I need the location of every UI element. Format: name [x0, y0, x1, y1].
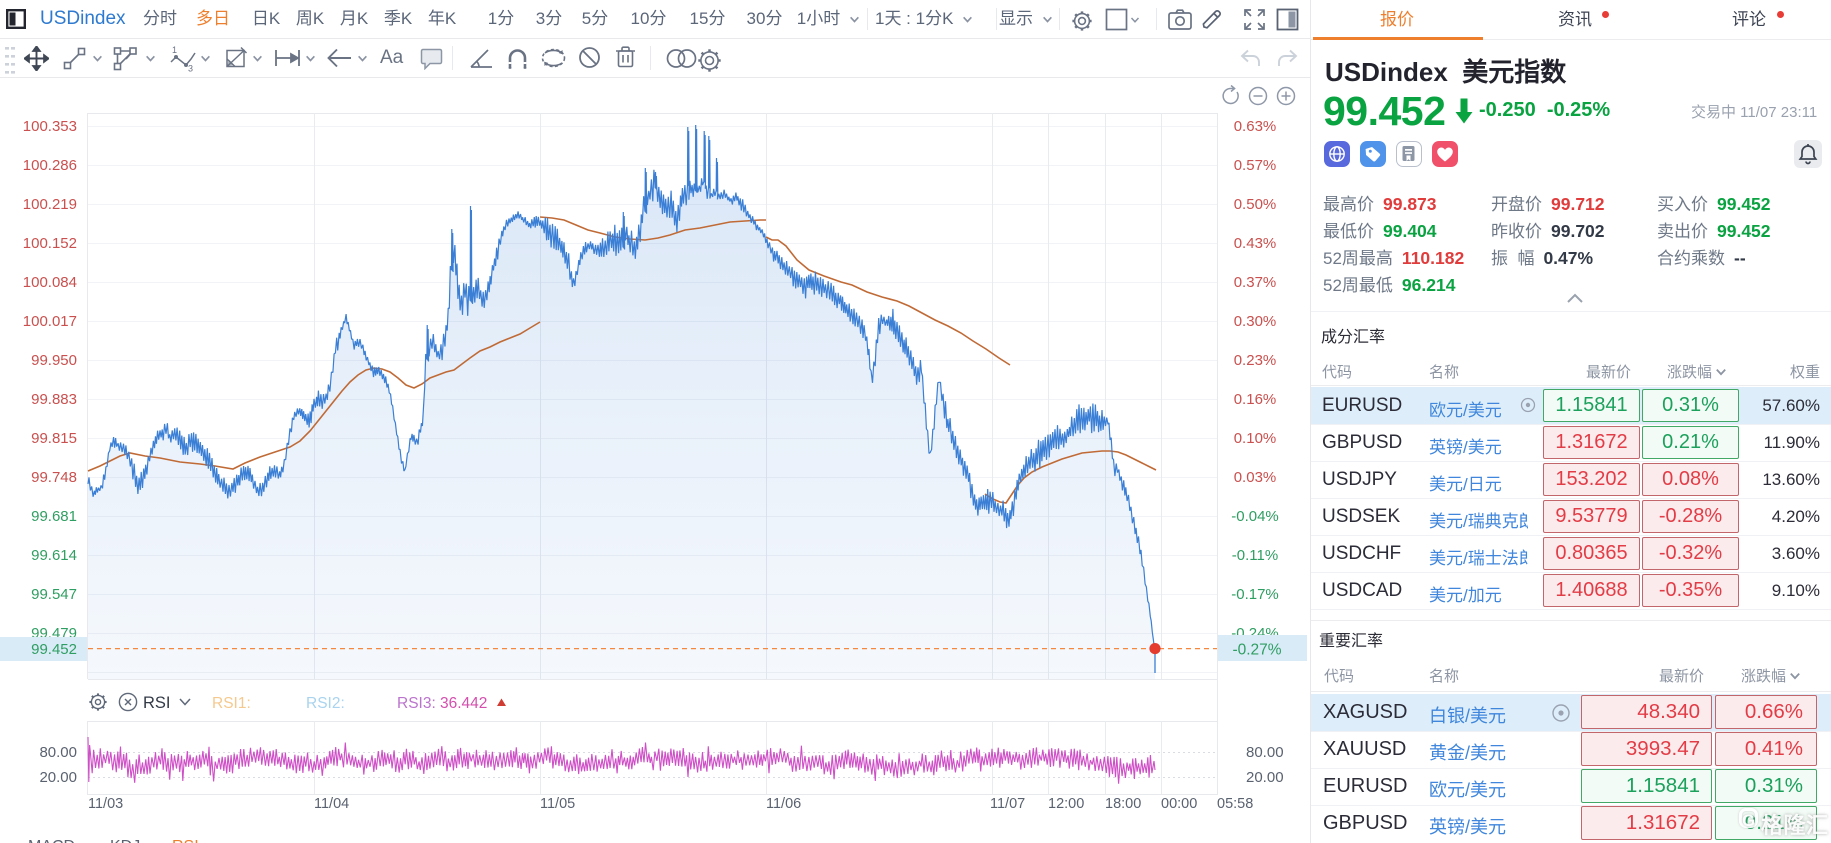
svg-text:RSI3:: RSI3: [397, 695, 436, 712]
svg-text:MACD: MACD [28, 838, 75, 843]
svg-text:0.50%: 0.50% [1234, 196, 1277, 213]
svg-text:-0.17%: -0.17% [1231, 586, 1279, 603]
svg-text:99.950: 99.950 [31, 352, 77, 369]
svg-text:18:00: 18:00 [1105, 796, 1141, 812]
svg-text:99.452: 99.452 [31, 641, 77, 658]
svg-text:99.547: 99.547 [31, 586, 77, 603]
svg-text:99.883: 99.883 [31, 391, 77, 408]
svg-text:100.219: 100.219 [23, 196, 77, 213]
svg-text:RSI: RSI [143, 694, 171, 712]
svg-text:0.57%: 0.57% [1234, 157, 1277, 174]
svg-text:-0.11%: -0.11% [1232, 547, 1278, 564]
svg-text:RSI: RSI [172, 838, 199, 843]
svg-text:100.084: 100.084 [23, 274, 77, 291]
svg-text:99.748: 99.748 [31, 469, 77, 486]
svg-text:-0.04%: -0.04% [1231, 508, 1279, 525]
svg-text:99.815: 99.815 [31, 430, 77, 447]
svg-text:0.10%: 0.10% [1234, 430, 1277, 447]
svg-text:-0.27%: -0.27% [1232, 642, 1281, 659]
svg-text:0.23%: 0.23% [1234, 352, 1277, 369]
svg-text:80.00: 80.00 [39, 744, 77, 761]
svg-text:KDJ: KDJ [110, 838, 140, 843]
svg-text:0.30%: 0.30% [1234, 313, 1277, 330]
svg-text:11/05: 11/05 [540, 796, 575, 812]
svg-text:100.152: 100.152 [23, 235, 77, 252]
svg-text:0.16%: 0.16% [1234, 391, 1277, 408]
svg-text:100.017: 100.017 [23, 313, 77, 330]
svg-text:3: 3 [188, 64, 193, 73]
svg-text:11/06: 11/06 [766, 796, 801, 812]
svg-text:36.442: 36.442 [440, 695, 487, 712]
svg-text:11/07: 11/07 [990, 796, 1025, 812]
svg-text:05:58: 05:58 [1217, 796, 1253, 812]
svg-text:0.43%: 0.43% [1234, 235, 1277, 252]
svg-text:0.37%: 0.37% [1234, 274, 1277, 291]
svg-text:11/04: 11/04 [314, 796, 349, 812]
svg-text:99.614: 99.614 [31, 547, 77, 564]
svg-text:0.03%: 0.03% [1234, 469, 1277, 486]
svg-text:1: 1 [172, 45, 177, 55]
svg-text:80.00: 80.00 [1246, 744, 1284, 761]
svg-text:RSI2:: RSI2: [306, 695, 345, 712]
svg-text:11/03: 11/03 [88, 796, 123, 812]
svg-text:0.63%: 0.63% [1234, 118, 1277, 135]
svg-text:20.00: 20.00 [1246, 769, 1284, 786]
svg-text:100.286: 100.286 [23, 157, 77, 174]
svg-text:RSI1:: RSI1: [212, 695, 251, 712]
svg-text:00:00: 00:00 [1161, 796, 1197, 812]
svg-text:100.353: 100.353 [23, 118, 77, 135]
svg-text:12:00: 12:00 [1048, 796, 1084, 812]
svg-text:99.681: 99.681 [31, 508, 77, 525]
svg-text:20.00: 20.00 [39, 769, 77, 786]
